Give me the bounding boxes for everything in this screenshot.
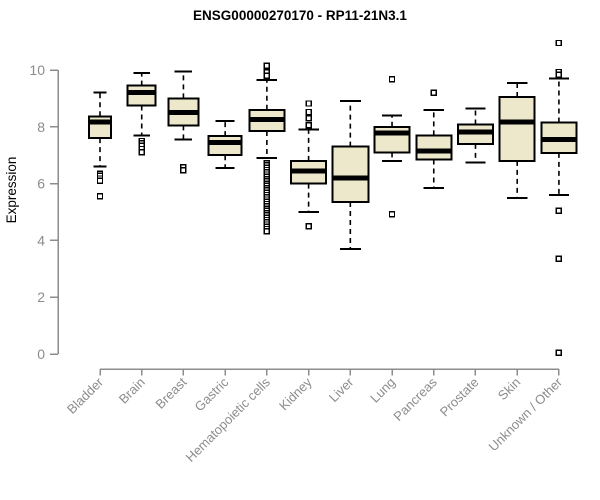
box-liver [331,100,370,250]
y-axis-label: Expression [4,157,19,224]
y-tick-label-4: 4 [37,232,45,248]
iqr-box [207,135,243,157]
boxplots [88,39,578,356]
outlier-point [138,149,145,156]
outlier-point [555,39,563,47]
box-kidney [290,100,328,230]
iqr-box [498,95,536,162]
outlier-point [388,75,396,83]
box-lung [373,75,411,218]
outlier-point [96,177,104,184]
x-label-pancreas: Pancreas [390,374,440,424]
box-skin [498,81,536,199]
box-unknown-other [540,39,578,356]
box-breast [167,70,200,174]
x-label-kidney: Kidney [276,374,315,413]
y-tick-label-6: 6 [37,176,45,192]
box-hematopoietic-cells [248,62,286,235]
x-label-brain: Brain [116,375,148,407]
outlier-point [263,72,271,79]
outlier-point [180,167,187,174]
outlier-point [96,193,104,200]
x-label-breast: Breast [152,374,189,411]
outlier-point [305,222,312,230]
outlier-point [555,349,563,356]
outlier-point [430,89,437,96]
iqr-box [126,84,157,107]
box-brain [126,71,157,156]
outlier-point [305,108,312,116]
x-label-gastric: Gastric [192,374,232,414]
outlier-point [388,211,396,218]
chart-title: ENSG00000270170 - RP11-21N3.1 [193,8,407,23]
outlier-point [263,62,271,69]
x-label-liver: Liver [326,374,357,405]
outlier-point [305,115,312,122]
y-tick-label-8: 8 [37,119,45,135]
y-tick-label-10: 10 [29,62,45,78]
outlier-point [305,121,312,129]
x-label-skin: Skin [495,375,523,403]
box-bladder [88,91,112,200]
y-tick-label-0: 0 [37,346,45,362]
iqr-box [331,145,370,204]
x-label-bladder: Bladder [64,374,107,417]
x-label-unknown-other: Unknown / Other [485,374,565,454]
outlier-point [555,207,563,214]
outlier-point [263,228,271,235]
x-label-lung: Lung [367,375,398,406]
outlier-point [305,100,312,107]
box-pancreas [415,89,453,189]
box-prostate [456,107,494,164]
y-tick-label-2: 2 [37,289,45,305]
outlier-point [555,71,563,79]
x-label-prostate: Prostate [437,375,482,420]
box-gastric [207,120,243,169]
iqr-box [415,134,453,161]
outlier-point [555,255,563,263]
